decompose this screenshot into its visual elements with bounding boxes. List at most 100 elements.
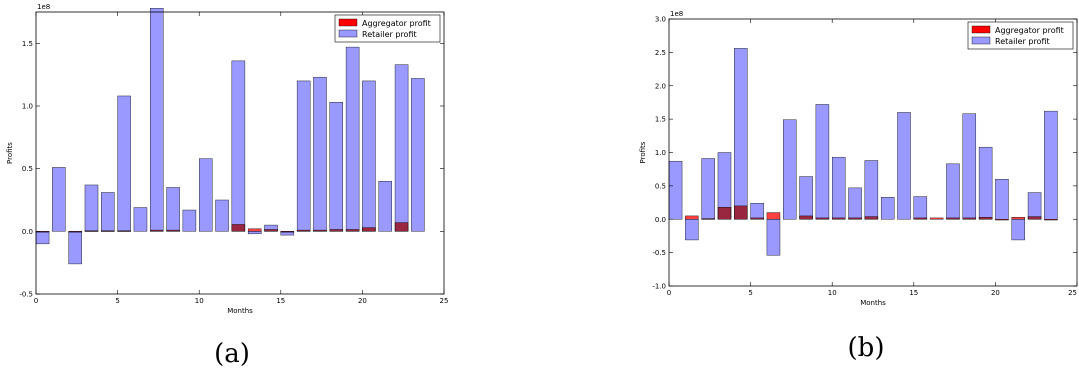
x-tick-label: 10 <box>195 297 204 305</box>
bar-retailer <box>848 187 862 220</box>
bar-aggregator <box>717 207 732 220</box>
bar-retailer <box>215 199 229 232</box>
x-tick-label: 15 <box>909 289 918 297</box>
bar-retailer <box>1044 110 1058 220</box>
x-tick-label: 10 <box>828 289 837 297</box>
bar-aggregator <box>815 217 830 220</box>
series-aggregator <box>35 222 409 233</box>
plot-frame <box>35 11 445 295</box>
bar-retailer <box>783 119 797 220</box>
axis-offset-label: 1e8 <box>670 10 683 18</box>
bar-retailer <box>247 231 262 235</box>
bar-retailer <box>198 158 213 232</box>
bar-aggregator <box>685 215 699 220</box>
x-tick-label: 15 <box>276 297 285 305</box>
bar-aggregator <box>864 216 879 220</box>
bar-aggregator <box>929 217 944 220</box>
bar-retailer <box>84 184 99 232</box>
bar-retailer <box>68 231 82 265</box>
bar-aggregator <box>1027 216 1042 220</box>
bar-retailer <box>133 207 148 232</box>
y-tick-label: 3.0 <box>655 16 666 24</box>
bar-retailer <box>1011 219 1025 241</box>
y-tick-label: -0.5 <box>652 249 666 257</box>
bar-retailer <box>101 192 115 232</box>
bar-aggregator <box>329 229 344 232</box>
y-tick-label: 2.0 <box>655 82 666 90</box>
bar-aggregator <box>995 219 1009 221</box>
series-aggregator <box>685 205 1058 221</box>
bar-retailer <box>864 160 879 220</box>
y-axis-label: Profits <box>6 142 14 164</box>
bar-retailer <box>296 80 311 232</box>
x-tick-label: 5 <box>748 289 752 297</box>
bar-retailer <box>231 60 246 232</box>
x-axis-label: Months <box>860 299 886 307</box>
bar-aggregator <box>1011 217 1025 220</box>
legend-entry: Aggregator profit <box>362 19 431 28</box>
y-axis-label: Profits <box>639 141 647 163</box>
bar-aggregator <box>913 217 928 220</box>
legend-swatch <box>971 36 991 45</box>
x-tick-label: 20 <box>991 289 1000 297</box>
chart-a: -0.5 0.0 0.5 1.0 1.5 0 5 10 15 20 25 1e8 Months Profi… <box>6 3 448 369</box>
bar-retailer <box>313 76 327 232</box>
y-tick-label: 0.0 <box>655 216 666 224</box>
y-tick-label: 1.0 <box>655 149 666 157</box>
y-tick-label: 1.5 <box>22 40 33 48</box>
legend-entry: Retailer profit <box>362 30 417 39</box>
legend-swatch <box>338 29 358 38</box>
bar-aggregator <box>280 231 295 233</box>
bar-retailer <box>880 197 895 220</box>
bar-aggregator <box>946 217 960 220</box>
legend-swatch <box>338 18 358 27</box>
chart-b: -1.0 -0.5 0.0 0.5 1.0 1.5 2.0 2.5 3.0 0 5 10 15 20 25 1… <box>639 10 1078 363</box>
bar-retailer <box>995 178 1009 220</box>
x-tick-label: 25 <box>1068 289 1077 297</box>
x-tick-label: 5 <box>115 297 119 305</box>
bar-retailer <box>411 78 425 232</box>
bar-aggregator <box>701 218 715 220</box>
bar-retailer <box>117 95 131 232</box>
bar-aggregator <box>962 217 977 220</box>
bar-aggregator <box>345 229 360 232</box>
bar-retailer <box>394 64 409 232</box>
bar-retailer <box>52 167 66 232</box>
bar-retailer <box>978 146 993 220</box>
bar-retailer <box>362 80 376 232</box>
bar-retailer <box>815 104 830 220</box>
bar-aggregator <box>766 212 781 220</box>
legend: Aggregator profit Retailer profit <box>967 21 1074 50</box>
bar-retailer <box>345 46 360 232</box>
bar-retailer <box>734 48 748 220</box>
bar-retailer <box>799 176 813 220</box>
bar-retailer <box>182 209 197 232</box>
legend-entry: Retailer profit <box>995 37 1050 46</box>
bar-aggregator <box>394 222 409 232</box>
series-retailer <box>668 48 1058 256</box>
bar-retailer <box>685 219 699 241</box>
y-tick-label: -1.0 <box>652 283 666 291</box>
bar-retailer <box>166 187 180 232</box>
bar-aggregator <box>1044 219 1058 221</box>
bar-aggregator <box>84 230 99 232</box>
bar-retailer <box>766 219 781 256</box>
legend-swatch <box>971 25 991 34</box>
y-tick-label: 1.5 <box>655 116 666 124</box>
bar-aggregator <box>296 229 311 232</box>
bar-aggregator <box>832 217 846 220</box>
bar-retailer <box>897 112 911 220</box>
x-axis-label: Months <box>227 307 253 315</box>
y-tick-label: 0.5 <box>22 165 33 173</box>
x-tick-label: 0 <box>667 289 671 297</box>
axis-offset-label: 1e8 <box>37 3 50 11</box>
x-tick-label: 0 <box>34 297 38 305</box>
y-tick-label: 1.0 <box>22 103 33 111</box>
bar-retailer <box>832 156 846 220</box>
y-tick-label: 0.5 <box>655 182 666 190</box>
bar-aggregator <box>68 231 82 233</box>
y-tick-label: 0.0 <box>22 228 33 236</box>
bar-aggregator <box>978 217 993 220</box>
legend: Aggregator profit Retailer profit <box>334 14 441 43</box>
